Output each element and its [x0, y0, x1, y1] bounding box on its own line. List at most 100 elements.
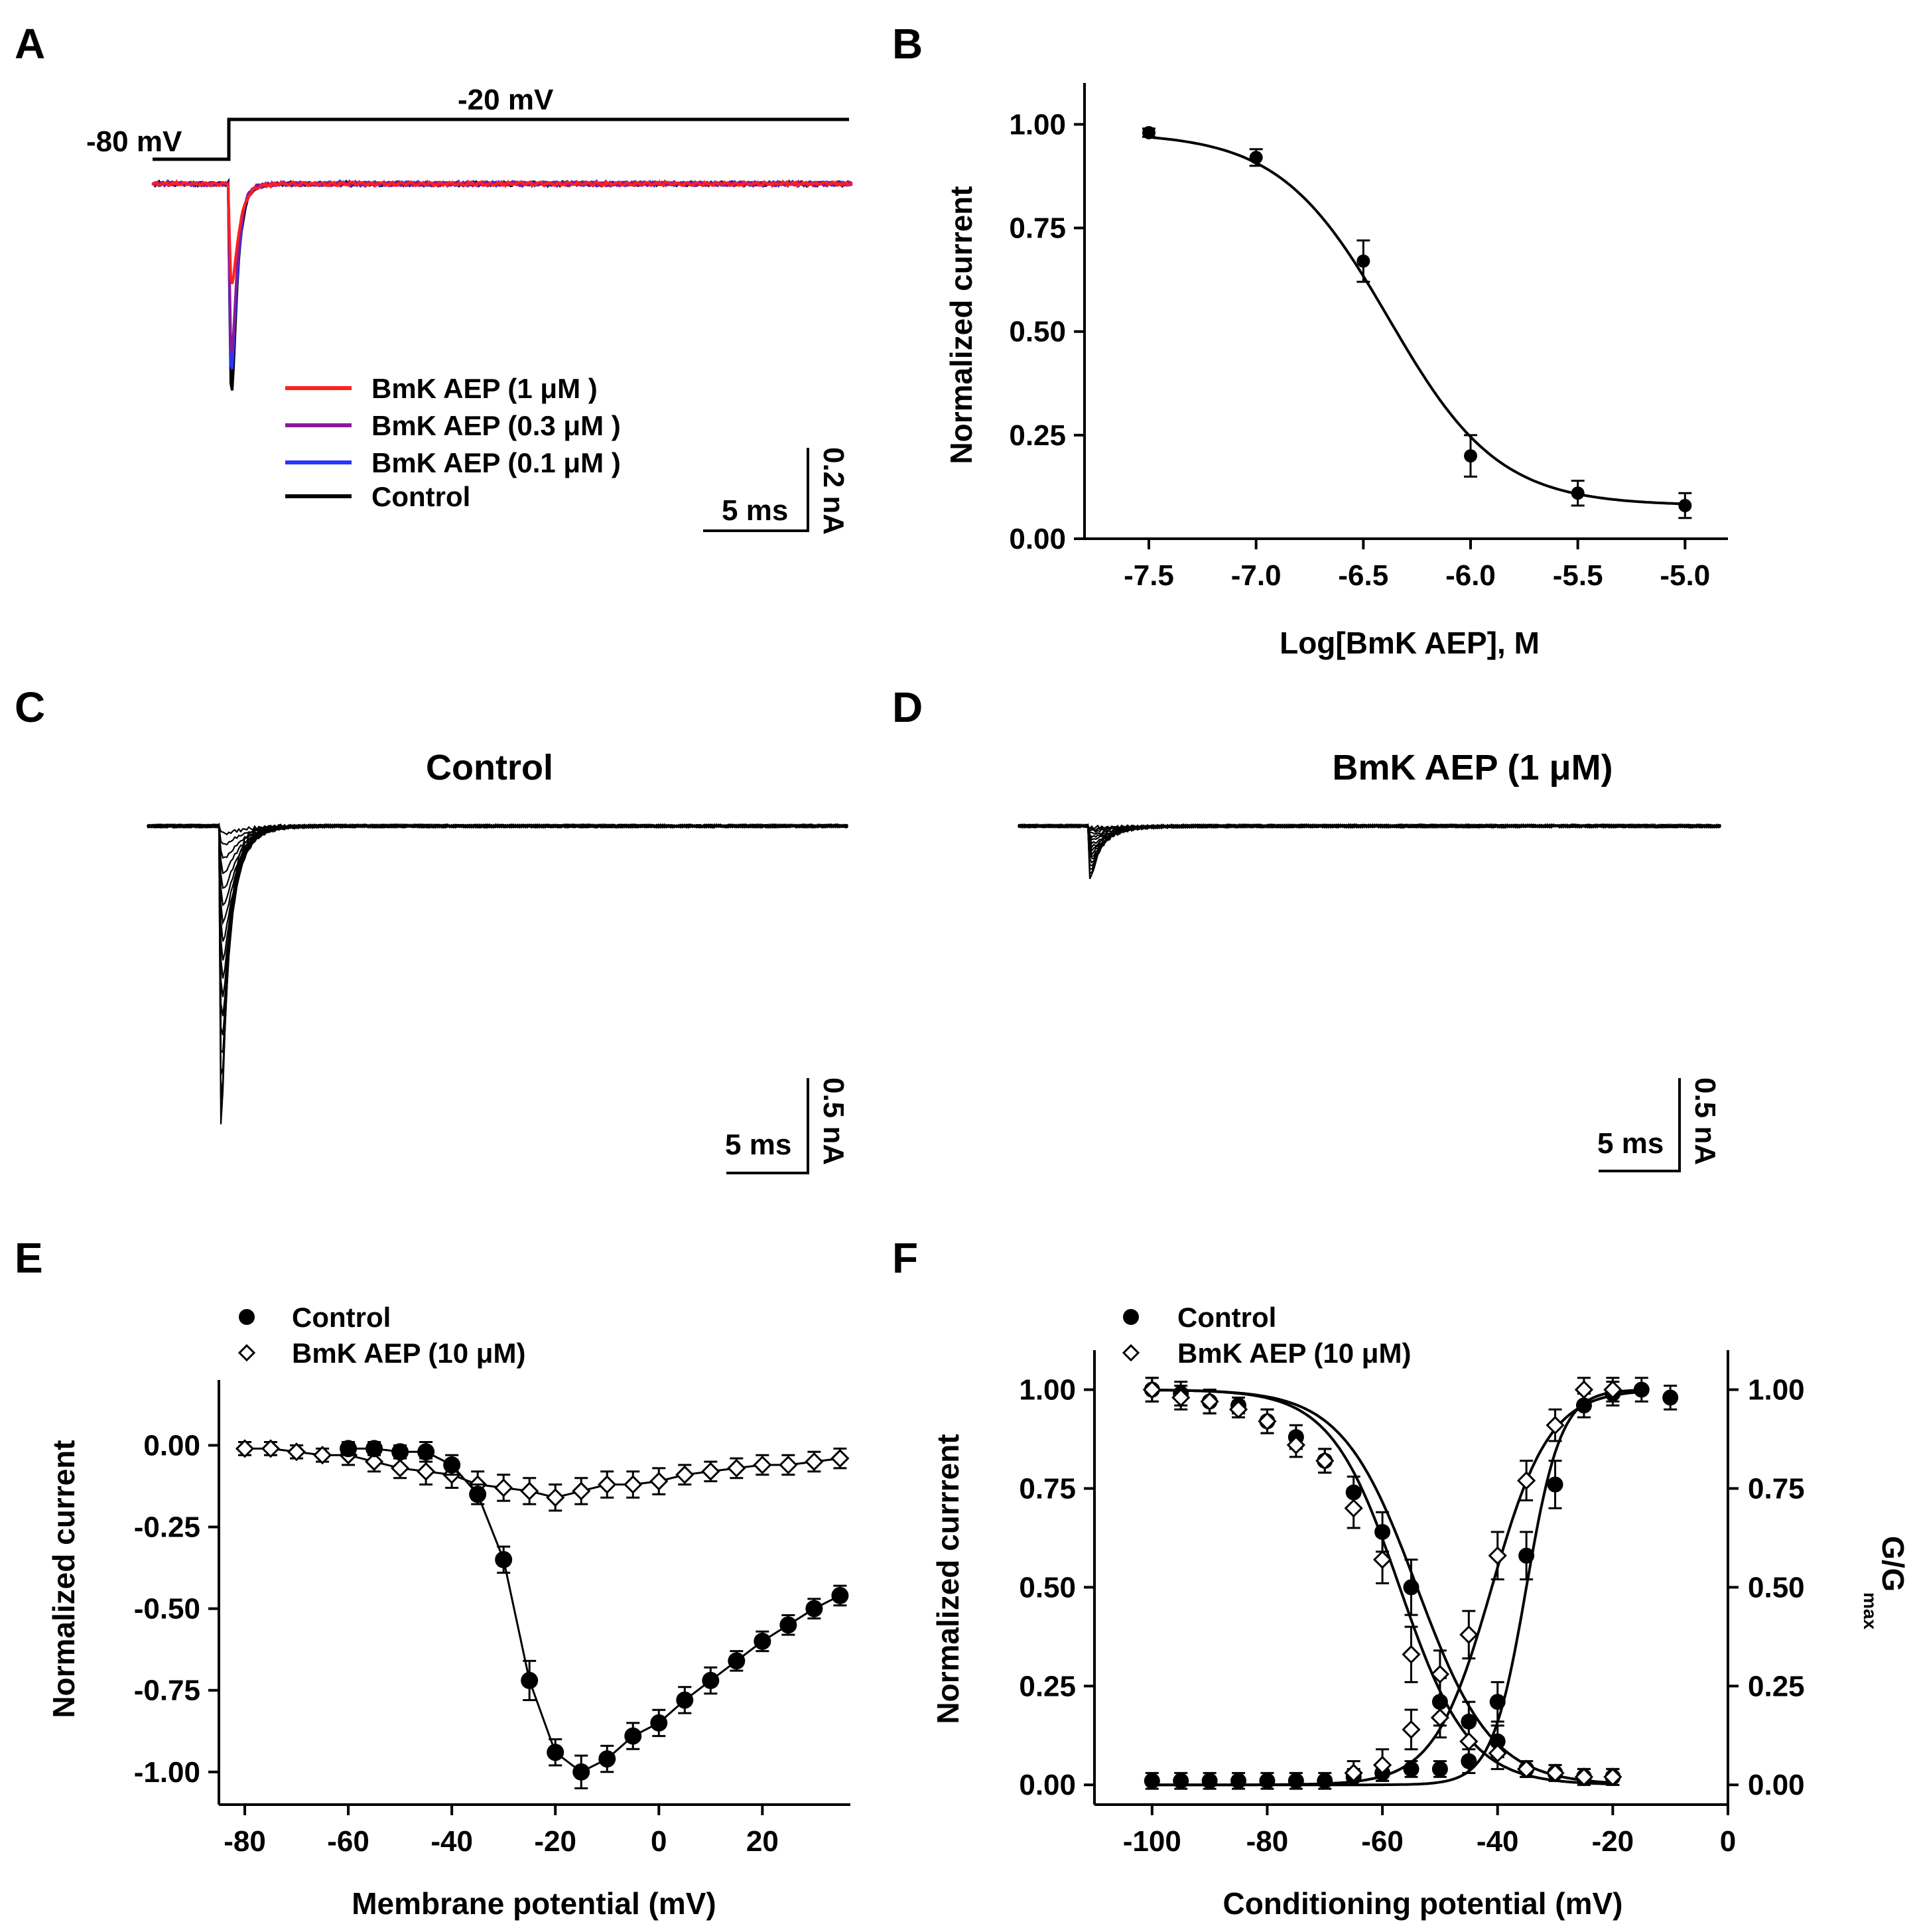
panel-label-d: D: [892, 683, 923, 731]
data-point-e-control: [598, 1750, 616, 1768]
panel-f-xtick-label: -40: [1477, 1825, 1519, 1858]
data-point-e-control: [624, 1727, 642, 1745]
panel-e-xtick-label: 0: [651, 1825, 667, 1858]
data-point-e-bmk: [779, 1455, 798, 1475]
data-point-b: [1571, 486, 1585, 500]
boltzmann-fit-0: [1152, 1389, 1613, 1784]
data-point-e-control: [469, 1485, 487, 1503]
trace-control: [147, 823, 848, 1125]
data-point-f-bmk: [1459, 1625, 1479, 1644]
panel-c-traces: Control 5 ms 0.5 nA: [147, 748, 850, 1174]
panel-e-xtick-label: -20: [534, 1825, 576, 1858]
data-point-f-bmk: [1344, 1763, 1363, 1783]
panel-f-ylabel: Normalized currrent: [931, 1434, 965, 1724]
scale-bar-d-time: 5 ms: [1597, 1127, 1664, 1160]
panel-f-xtick-label: -100: [1123, 1825, 1181, 1858]
panel-b-xtick-label: -7.0: [1231, 559, 1282, 592]
panel-e-xtick-label: -60: [327, 1825, 369, 1858]
panel-e-iv-curve: Control BmK AEP (10 μM) 0.00 -0.25 -0.50 -0…: [46, 1302, 850, 1921]
data-point-e-control: [702, 1671, 720, 1689]
data-point-f-control: [1489, 1694, 1506, 1710]
panel-f-ytick-label: 0.25: [1019, 1670, 1076, 1702]
data-point-f-control: [1547, 1476, 1563, 1493]
scale-bar-c: [726, 1078, 809, 1174]
data-point-e-bmk: [417, 1462, 436, 1481]
data-point-e-control: [521, 1671, 539, 1689]
data-point-f-control: [1201, 1773, 1218, 1789]
data-point-f-bmk: [1603, 1380, 1622, 1399]
panel-e-ytick-label: 0.00: [143, 1429, 200, 1462]
legend-label-bmk-e: BmK AEP (10 μM): [292, 1338, 525, 1369]
panel-a-traces: -80 mV -20 mV BmK AEP (1 μM ) BmK AEP (0…: [86, 84, 853, 535]
panel-b-xtick-label: -6.0: [1445, 559, 1496, 592]
panel-e-xlabel: Membrane potential (mV): [352, 1886, 716, 1921]
trace-control: [147, 823, 848, 1075]
data-point-f-bmk: [1488, 1744, 1507, 1763]
data-point-e-bmk: [598, 1475, 617, 1494]
data-point-e-control: [831, 1586, 849, 1604]
legend-label-control-e: Control: [292, 1302, 391, 1333]
data-point-f-bmk: [1517, 1760, 1536, 1779]
data-point-e-control: [650, 1714, 668, 1732]
panel-c-title: Control: [426, 748, 553, 788]
data-point-b: [1356, 254, 1370, 268]
data-point-b: [1142, 125, 1155, 139]
panel-e-ytick-label: -0.25: [134, 1511, 200, 1544]
data-point-f-control: [1173, 1773, 1189, 1789]
trace-control: [147, 823, 848, 1036]
data-point-f-bmk: [1459, 1732, 1479, 1751]
panel-b-ytick-label: 0.50: [1009, 316, 1066, 348]
legend-label-01um: BmK AEP (0.1 μM ): [371, 447, 621, 478]
panel-label-a: A: [15, 20, 45, 68]
data-point-f-control: [1259, 1773, 1276, 1789]
data-point-e-control: [805, 1600, 823, 1618]
data-point-e-bmk: [649, 1472, 669, 1491]
data-point-f-bmk: [1372, 1756, 1392, 1775]
data-point-e-bmk: [701, 1462, 720, 1481]
data-point-f-control: [1431, 1761, 1448, 1777]
data-point-e-control: [443, 1456, 461, 1474]
data-point-f-control: [1518, 1547, 1535, 1564]
data-point-f-bmk: [1603, 1767, 1622, 1787]
data-point-f-bmk: [1258, 1412, 1277, 1431]
data-point-f-control: [1317, 1773, 1333, 1789]
data-point-f-bmk: [1315, 1451, 1335, 1470]
panel-e-ytick-label: -1.00: [134, 1756, 200, 1789]
data-point-f-bmk: [1142, 1380, 1161, 1399]
data-point-e-control: [572, 1763, 590, 1781]
panel-e-xtick-label: -40: [430, 1825, 473, 1858]
data-point-f-control: [1633, 1381, 1650, 1398]
trace-control: [147, 823, 848, 1054]
panel-b-xtick-label: -6.5: [1338, 559, 1388, 592]
data-point-e-control: [779, 1616, 797, 1634]
panel-b-ytick-label: 0.25: [1009, 419, 1066, 452]
panel-f-xtick-label: -20: [1592, 1825, 1634, 1858]
data-point-e-control: [391, 1443, 409, 1461]
panel-f-ylabel-right: G/G: [1876, 1536, 1910, 1592]
holding-potential-label: -80 mV: [86, 125, 182, 158]
panel-b-ytick-label: 0.00: [1009, 523, 1066, 555]
panel-e-xtick-label: 20: [746, 1825, 779, 1858]
step-potential-label: -20 mV: [458, 84, 554, 116]
data-point-e-bmk: [312, 1446, 332, 1465]
trace-control: [147, 823, 848, 997]
data-point-e-bmk: [624, 1475, 643, 1494]
data-point-f-control: [1461, 1753, 1477, 1769]
data-point-f-bmk: [1200, 1392, 1219, 1411]
panel-f-gating-curves: Control BmK AEP (10 μM) 0.00 0.00 0.25 0.25…: [931, 1302, 1910, 1921]
data-point-e-bmk: [364, 1452, 384, 1472]
trace-bmk-aep-0-1-m-: [151, 178, 853, 370]
panel-e-xtick-label: -80: [224, 1825, 266, 1858]
data-point-f-bmk: [1574, 1380, 1594, 1399]
panel-e-ylabel: Normalized current: [46, 1440, 81, 1718]
panel-f-xtick-label: 0: [1720, 1825, 1736, 1858]
data-point-f-bmk: [1574, 1767, 1594, 1787]
scale-bar-a-current: 0.2 nA: [817, 447, 850, 535]
data-point-e-control: [754, 1632, 771, 1650]
data-point-f-bmk: [1171, 1388, 1191, 1407]
panel-b-xtick-label: -5.0: [1660, 559, 1710, 592]
panel-d-traces: BmK AEP (1 μM) 5 ms 0.5 nA: [1018, 748, 1721, 1172]
scale-bar-a-time: 5 ms: [722, 494, 788, 527]
data-point-e-control: [417, 1443, 435, 1461]
